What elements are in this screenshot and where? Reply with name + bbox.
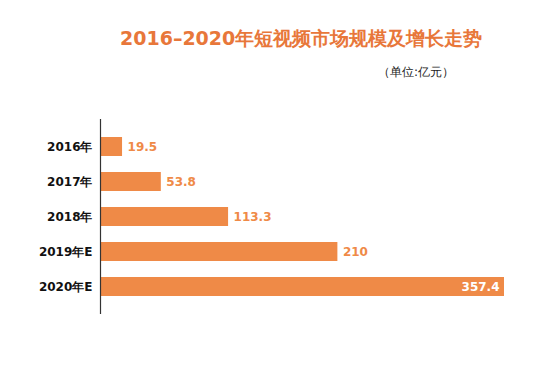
svg-text:2016年: 2016年: [47, 140, 92, 154]
svg-text:2020年E: 2020年E: [39, 280, 93, 294]
svg-text:357.4: 357.4: [462, 280, 500, 294]
html-text:2016–2020年短视频市场规模及增长走势: 2016–2020年短视频市场规模及增长走势: [120, 27, 483, 49]
svg-text:2017年: 2017年: [47, 175, 92, 189]
svg-text:19.5: 19.5: [128, 140, 158, 154]
svg-text:113.3: 113.3: [234, 210, 272, 224]
svg-text:2019年E: 2019年E: [39, 245, 93, 259]
svg-text:2018年: 2018年: [47, 210, 92, 224]
svg-text:210: 210: [343, 245, 368, 259]
html-text:（单位:亿元）: （单位:亿元）: [378, 65, 454, 79]
svg-text:53.8: 53.8: [166, 175, 196, 189]
